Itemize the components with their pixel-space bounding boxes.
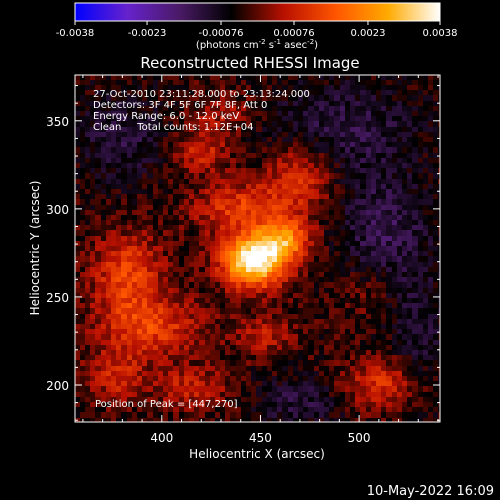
y-tick-label: 250 [46,291,69,305]
colorbar-unit-part: (photons cm [196,40,259,51]
y-tick-label: 350 [46,115,69,129]
colorbar-unit-part: ) [314,40,318,51]
colorbar-unit-part: asec [281,40,307,51]
colorbar-unit-label: (photons cm-2 s-1 asec-2) [196,38,318,51]
colorbar-tick-label: 0.0023 [350,28,385,39]
colorbar: -0.0038 -0.0023 -0.00076 0.00076 0.0023 0.003… [56,2,458,51]
colorbar-unit-exp: -2 [307,38,314,46]
chart-title: Reconstructed RHESSI Image [140,54,359,72]
plot-area: 400 450 500 200 250 300 350 [46,74,441,445]
colorbar-tick-label: -0.00076 [199,28,244,39]
colorbar-gradient [74,2,441,22]
colorbar-unit-exp: -1 [274,38,281,46]
annotation-detectors: Detectors: 3F 4F 5F 6F 7F 8F, Att 0 [93,100,267,111]
peak-position-label: Position of Peak = [447,270] [95,399,238,410]
x-tick-label: 500 [348,431,371,445]
axis-ticks: 400 450 500 200 250 300 350 [46,75,440,445]
x-tick-label: 400 [150,431,173,445]
x-axis-label: Heliocentric X (arcsec) [189,447,325,461]
x-tick-label: 450 [249,431,272,445]
y-tick-label: 200 [46,379,69,393]
plot-frame [74,74,441,423]
colorbar-unit-part: s [266,40,274,51]
heatmap-image [75,75,440,422]
colorbar-tick-label: -0.0023 [128,28,167,39]
annotation-energy: Energy Range: 6.0 - 12.0 keV [93,111,239,122]
colorbar-tick-label: 0.0038 [423,28,458,39]
colorbar-tick-label: -0.0038 [56,28,95,39]
annotation-clean-counts: Clean Total counts: 1.12E+04 [93,122,253,133]
footer-timestamp: 10-May-2022 16:09 [367,484,494,499]
y-axis-label: Heliocentric Y (arcsec) [28,181,42,316]
colorbar-unit-exp: -2 [259,38,266,46]
annotation-time-range: 27-Oct-2010 23:11:28.000 to 23:13:24.000 [93,89,310,100]
colorbar-ticks: -0.0038 -0.0023 -0.00076 0.00076 0.0023 0.003… [56,21,458,39]
y-tick-label: 300 [46,203,69,217]
annotation-block: 27-Oct-2010 23:11:28.000 to 23:13:24.000… [93,89,310,133]
colorbar-tick-label: 0.00076 [273,28,314,39]
